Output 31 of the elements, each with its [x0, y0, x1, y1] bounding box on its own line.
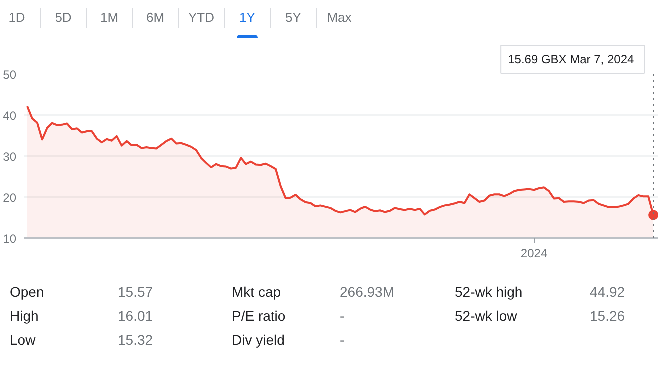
text: 44.92: [590, 283, 626, 302]
text: 52-wk low: [455, 307, 518, 326]
text: -: [340, 307, 345, 326]
text: -: [340, 331, 345, 350]
y-tick-label: 20: [3, 191, 17, 205]
y-tick-label: 10: [3, 232, 17, 246]
text: 15.26: [590, 307, 626, 326]
y-tick-label: 40: [3, 109, 17, 123]
text: 1Y: [224, 8, 270, 28]
text: 5Y: [270, 8, 316, 28]
text: 1M: [86, 8, 132, 28]
text: 5D: [40, 8, 86, 28]
text: 15.57: [118, 283, 154, 302]
text: Low: [10, 331, 36, 350]
text: Mkt cap: [232, 283, 282, 302]
text: 15.69 GBX Mar 7, 2024: [508, 52, 634, 66]
y-tick-label: 50: [3, 68, 17, 82]
text: High: [10, 307, 39, 326]
text: 6M: [132, 8, 178, 28]
text: 15.32: [118, 331, 154, 350]
x-tick-label: 2024: [520, 246, 548, 260]
text: 52-wk high: [455, 283, 523, 302]
text: YTD: [178, 8, 224, 28]
text: 266.93M: [340, 283, 394, 302]
text: Max: [316, 8, 362, 28]
text: Open: [10, 283, 44, 302]
text: 16.01: [118, 307, 154, 326]
text: Div yield: [232, 331, 285, 350]
y-tick-label: 30: [3, 150, 17, 164]
text: P/E ratio: [232, 307, 286, 326]
text: 1D: [8, 9, 26, 27]
